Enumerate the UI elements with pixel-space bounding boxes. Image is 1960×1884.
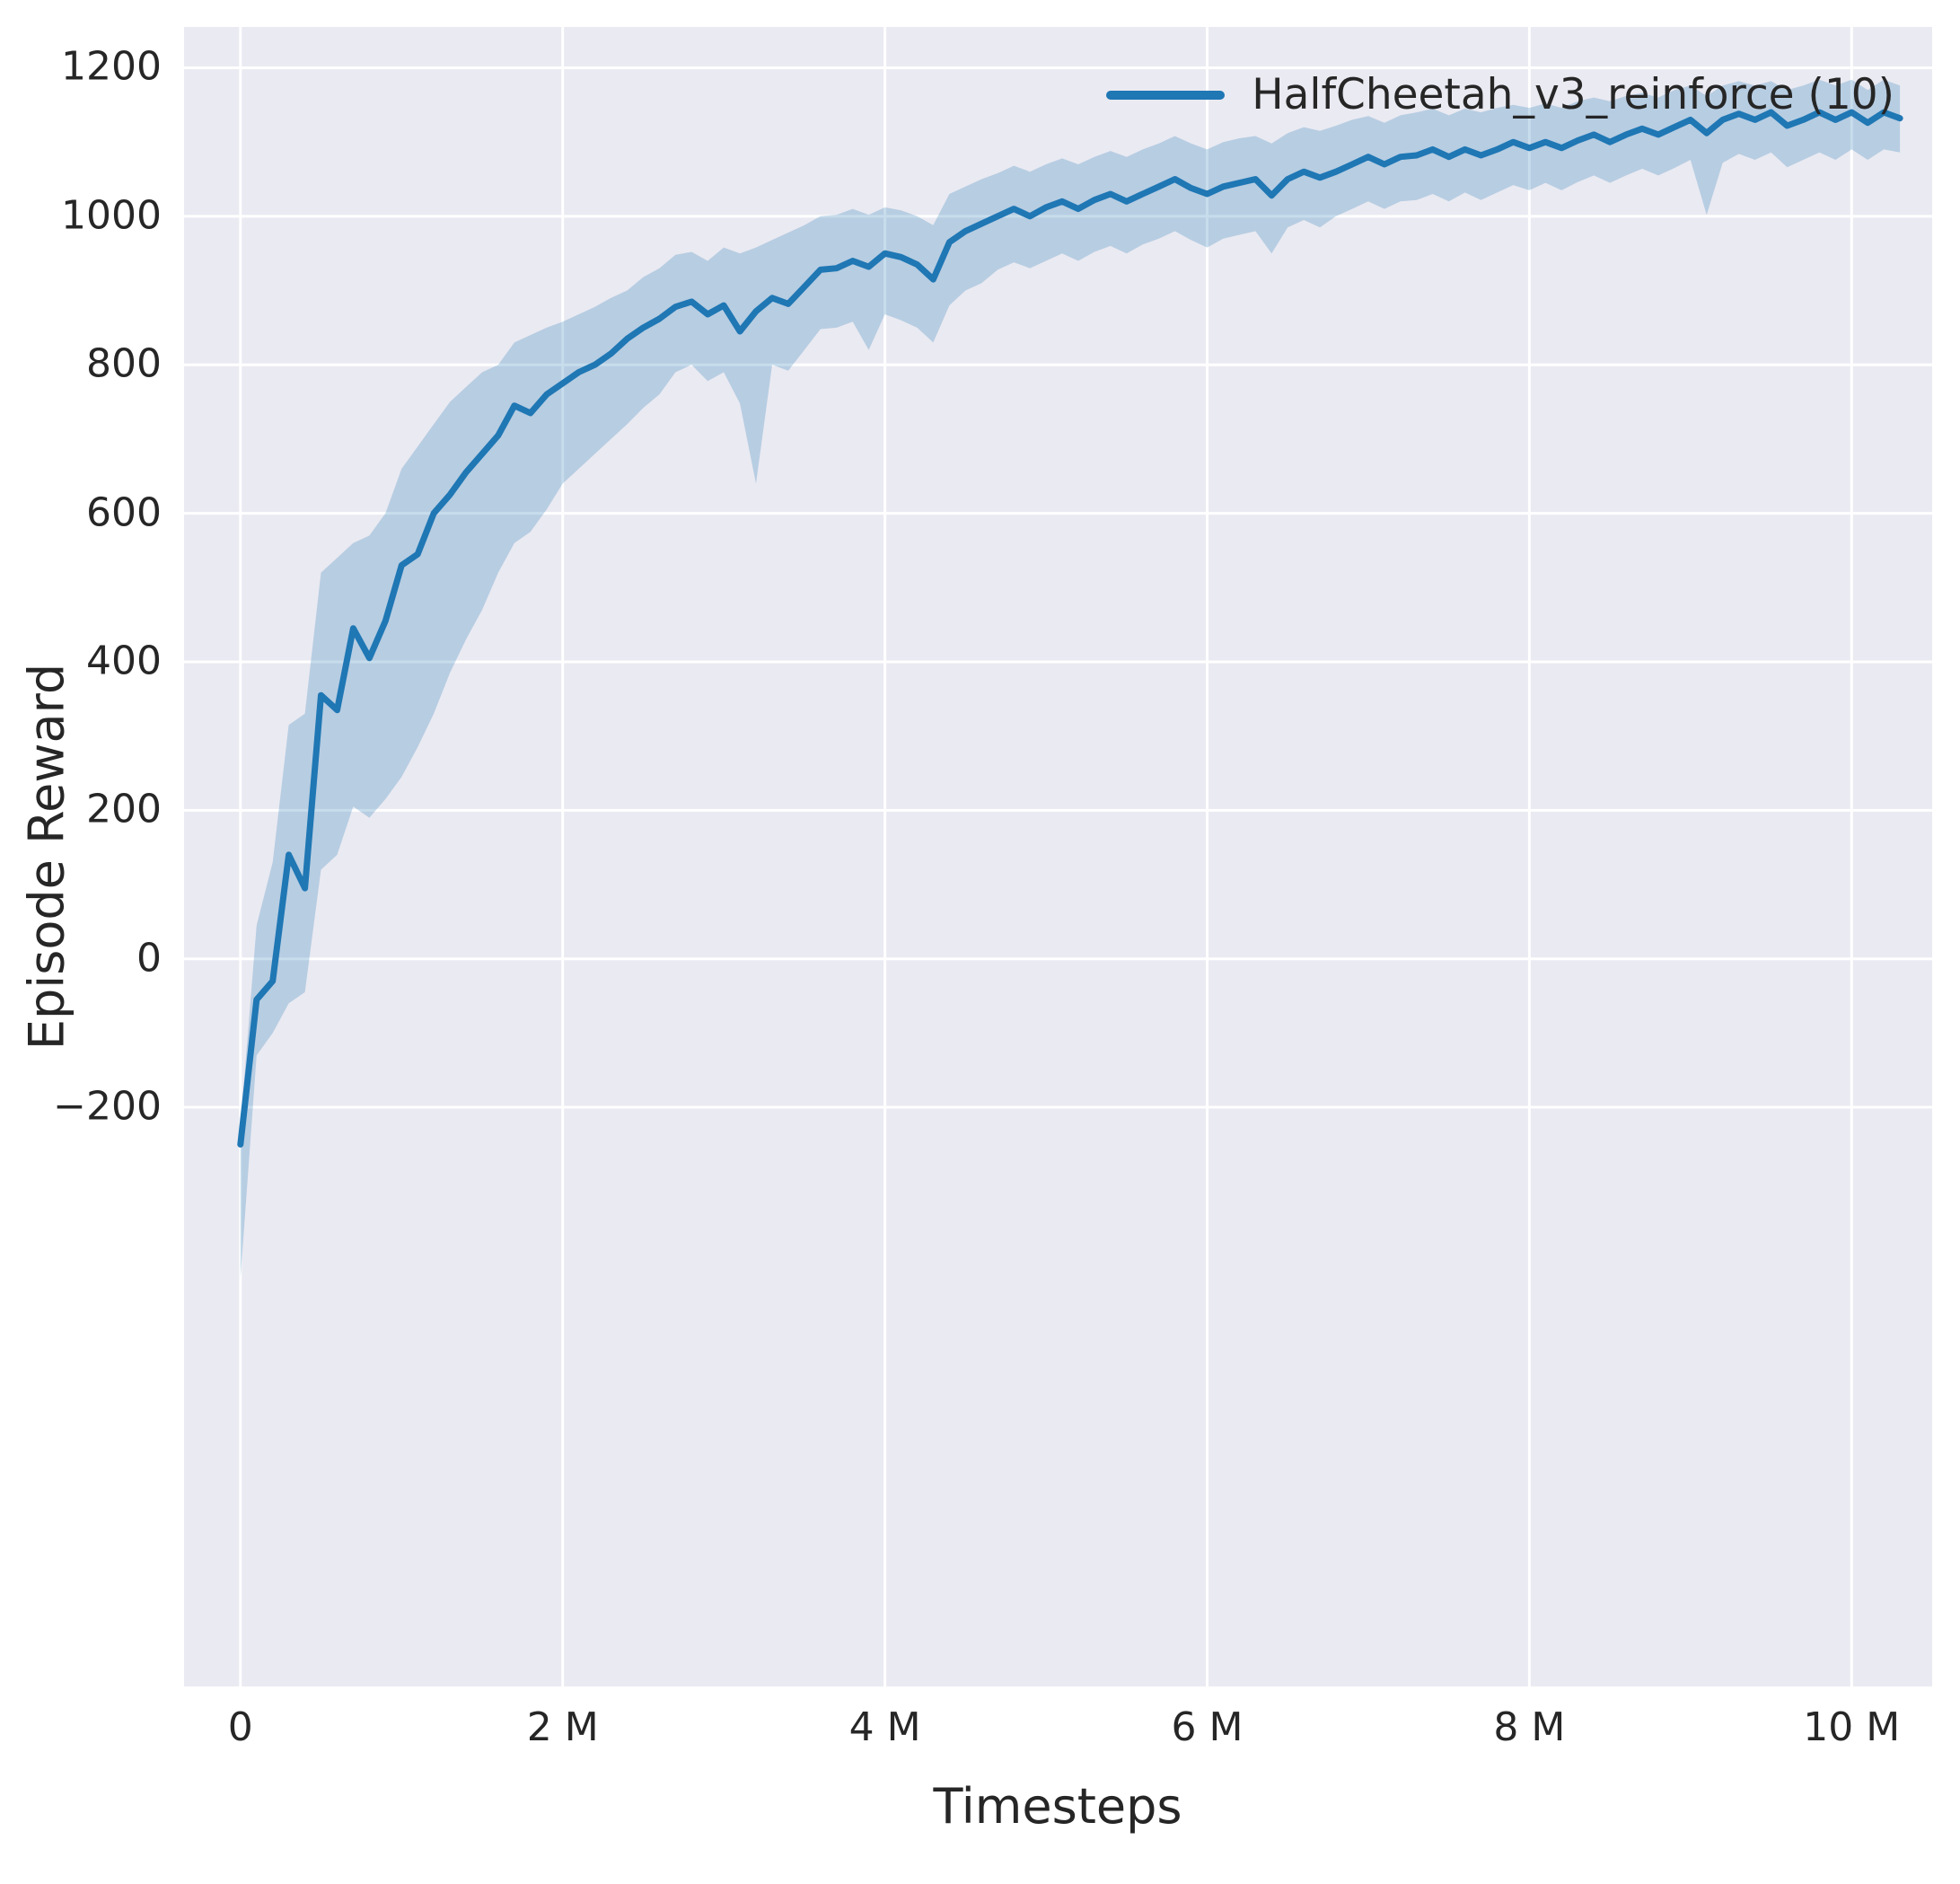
confidence-band — [240, 79, 1901, 1279]
y-axis-label: Episode Reward — [18, 663, 75, 1051]
y-tick-label: 0 — [136, 935, 162, 982]
x-tick-label: 8 M — [1493, 1704, 1566, 1750]
x-tick-label: 0 — [227, 1704, 253, 1750]
legend-line-sample — [1106, 90, 1226, 100]
y-tick-label: 400 — [86, 638, 162, 684]
mean-reward-line — [237, 109, 1903, 1148]
y-tick-label: 200 — [86, 786, 162, 832]
y-tick-label: 1200 — [61, 43, 162, 90]
y-tick-label: 800 — [86, 340, 162, 387]
legend-label: HalfCheetah_v3_reinforce (10) — [1252, 70, 1894, 119]
x-tick-label: 2 M — [526, 1704, 599, 1750]
reward-curve-chart — [184, 27, 1932, 1686]
legend: HalfCheetah_v3_reinforce (10) — [1106, 70, 1894, 119]
y-tick-label: −200 — [53, 1083, 162, 1130]
x-tick-label: 6 M — [1171, 1704, 1244, 1750]
x-tick-label: 4 M — [848, 1704, 921, 1750]
x-axis-label: Timesteps — [933, 1778, 1182, 1835]
plot-area: HalfCheetah_v3_reinforce (10) — [184, 27, 1932, 1686]
y-tick-label: 1000 — [61, 192, 162, 239]
y-tick-label: 600 — [86, 489, 162, 536]
x-tick-label: 10 M — [1803, 1704, 1901, 1750]
